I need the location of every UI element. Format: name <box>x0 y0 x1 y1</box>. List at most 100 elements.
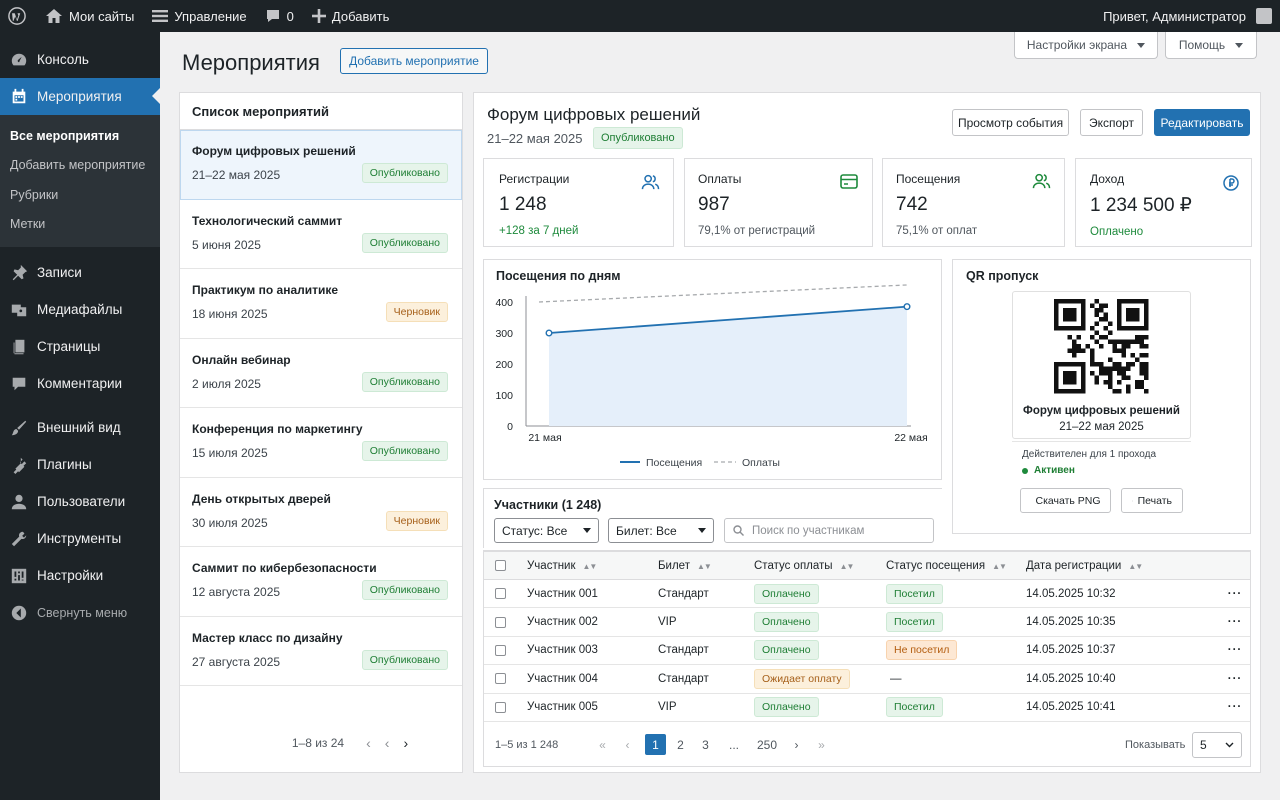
menu-tools[interactable]: Инструменты <box>0 520 160 557</box>
wordpress-logo-icon[interactable] <box>0 0 36 32</box>
more-actions-icon[interactable]: ··· <box>1220 664 1250 694</box>
menu-label: Медиафайлы <box>37 302 123 317</box>
event-name: Онлайн вебинар <box>192 352 291 367</box>
qr-event-name: Форум цифровых решений <box>1023 405 1180 417</box>
submenu-categories[interactable]: Рубрики <box>10 187 59 202</box>
collapse-menu-button[interactable]: Свернуть меню <box>0 594 160 631</box>
comment-icon <box>12 377 26 390</box>
event-item[interactable]: Практикум по аналитике 18 июня 2025 Черн… <box>180 269 462 339</box>
add-event-button[interactable]: Добавить мероприятие <box>340 48 488 74</box>
more-actions-icon[interactable]: ··· <box>1220 607 1250 637</box>
event-list-panel: Список мероприятий Форум цифровых решени… <box>179 92 463 773</box>
status-filter-value: Статус: Все <box>502 523 568 538</box>
menu-console[interactable]: Консоль <box>0 41 160 78</box>
column-header[interactable]: Билет ▲▼ <box>658 551 754 580</box>
qr-status: Активен <box>1022 465 1075 476</box>
edit-button[interactable]: Редактировать <box>1154 109 1250 136</box>
menu-users[interactable]: Пользователи <box>0 483 160 520</box>
export-button[interactable]: Экспорт <box>1080 109 1143 136</box>
menu-comments[interactable]: Комментарии <box>0 365 160 402</box>
page-number[interactable]: 3 <box>702 737 709 752</box>
menu-pages[interactable]: Страницы <box>0 328 160 365</box>
ticket-type: VIP <box>658 607 754 637</box>
y-tick-label: 400 <box>495 297 513 309</box>
participants-pagination: « ‹ 1 2 3 ... 250 › » <box>590 734 834 755</box>
table-row[interactable]: Участник 004 Стандарт Ожидает оплату — 1… <box>484 664 1250 694</box>
more-actions-icon[interactable]: ··· <box>1220 579 1250 609</box>
table-row[interactable]: Участник 001 Стандарт Оплачено Посетил 1… <box>484 579 1250 609</box>
row-checkbox[interactable] <box>495 644 506 656</box>
qr-event-date: 21–22 мая 2025 <box>1059 421 1144 433</box>
per-page-label: Показывать <box>1125 739 1186 751</box>
more-actions-icon[interactable]: ··· <box>1220 636 1250 666</box>
add-new-menu[interactable]: Добавить <box>303 0 398 32</box>
submenu-all-events[interactable]: Все мероприятия <box>10 128 120 143</box>
column-header[interactable]: Статус оплаты ▲▼ <box>754 551 886 580</box>
sort-icon: ▲▼ <box>696 561 712 571</box>
row-checkbox[interactable] <box>495 701 506 713</box>
my-sites-label: Мои сайты <box>69 8 135 24</box>
stat-value: 1 248 <box>499 194 547 215</box>
event-item[interactable]: Форум цифровых решений 21–22 мая 2025 Оп… <box>180 130 462 200</box>
row-checkbox[interactable] <box>495 588 506 600</box>
prev-page-icon[interactable]: ‹ <box>625 737 630 752</box>
table-row[interactable]: Участник 005 VIP Оплачено Посетил 14.05.… <box>484 693 1250 722</box>
event-date: 2 июля 2025 <box>192 376 261 391</box>
event-item[interactable]: Мастер класс по дизайну 27 августа 2025 … <box>180 617 462 686</box>
comments-menu[interactable]: 0 <box>256 0 303 32</box>
menu-media[interactable]: Медиафайлы <box>0 291 160 328</box>
y-tick-label: 300 <box>495 328 513 340</box>
column-header[interactable]: Участник ▲▼ <box>527 551 658 580</box>
ticket-type: VIP <box>658 693 754 722</box>
column-header[interactable]: Дата регистрации ▲▼ <box>1026 551 1220 580</box>
submenu-tags[interactable]: Метки <box>10 217 46 232</box>
menu-settings[interactable]: Настройки <box>0 557 160 594</box>
ticket-filter-select[interactable]: Билет: Все <box>608 518 714 543</box>
stat-label: Доход <box>1090 172 1125 186</box>
chevron-down-icon <box>1235 42 1244 48</box>
screen-options-button[interactable]: Настройки экрана <box>1014 32 1158 59</box>
submenu-add-event[interactable]: Добавить мероприятие <box>10 158 146 173</box>
first-page-icon[interactable]: « <box>599 737 606 752</box>
stat-label: Регистрации <box>499 172 570 186</box>
download-png-button[interactable]: Скачать PNG <box>1020 488 1111 513</box>
per-page-select[interactable]: 5 <box>1192 732 1242 758</box>
event-item[interactable]: Конференция по маркетингу 15 июля 2025 О… <box>180 408 462 478</box>
status-filter-select[interactable]: Статус: Все <box>494 518 599 543</box>
stat-sub: 75,1% от оплат <box>896 225 978 237</box>
menu-appearance[interactable]: Внешний вид <box>0 409 160 446</box>
page-number[interactable]: 1 <box>645 734 666 755</box>
event-item[interactable]: Онлайн вебинар 2 июля 2025 Опубликовано <box>180 339 462 408</box>
menu-posts[interactable]: Записи <box>0 254 160 291</box>
page-number[interactable]: 250 <box>756 737 778 752</box>
menu-events[interactable]: Мероприятия <box>0 78 160 115</box>
event-item[interactable]: Саммит по кибербезопасности 12 августа 2… <box>180 547 462 617</box>
series-line-payments <box>538 284 908 303</box>
view-event-button[interactable]: Просмотр события <box>952 109 1069 136</box>
manage-menu[interactable]: Управление <box>143 0 255 32</box>
row-checkbox[interactable] <box>495 616 506 628</box>
prev-page-icon[interactable]: ‹ <box>384 735 390 751</box>
help-button[interactable]: Помощь <box>1165 32 1257 59</box>
last-page-icon[interactable]: » <box>818 737 825 752</box>
prev-page-icon[interactable]: ‹ <box>366 735 371 751</box>
table-row[interactable]: Участник 002 VIP Оплачено Посетил 14.05.… <box>484 607 1250 637</box>
stat-sub: 79,1% от регистраций <box>698 225 816 237</box>
column-header[interactable]: Статус посещения ▲▼ <box>886 551 1026 580</box>
menu-plugins[interactable]: Плагины <box>0 446 160 483</box>
next-page-icon[interactable]: › <box>403 735 409 751</box>
next-page-icon[interactable]: › <box>794 737 799 752</box>
menu-label: Настройки <box>37 568 104 583</box>
event-item[interactable]: Технологический саммит 5 июня 2025 Опубл… <box>180 200 462 269</box>
participant-name: Участник 001 <box>527 579 658 609</box>
select-all-checkbox[interactable] <box>495 560 506 571</box>
page-number[interactable]: 2 <box>677 737 684 752</box>
participant-search-input[interactable]: Поиск по участникам <box>724 518 934 543</box>
event-item[interactable]: День открытых дверей 30 июля 2025 Чернов… <box>180 478 462 547</box>
my-sites-menu[interactable]: Мои сайты <box>36 0 143 32</box>
table-row[interactable]: Участник 003 Стандарт Оплачено Не посети… <box>484 636 1250 666</box>
account-menu[interactable]: Привет, Администратор <box>1094 0 1280 32</box>
print-button[interactable]: Печать <box>1121 488 1183 513</box>
row-checkbox[interactable] <box>495 673 506 685</box>
more-actions-icon[interactable]: ··· <box>1220 693 1250 722</box>
